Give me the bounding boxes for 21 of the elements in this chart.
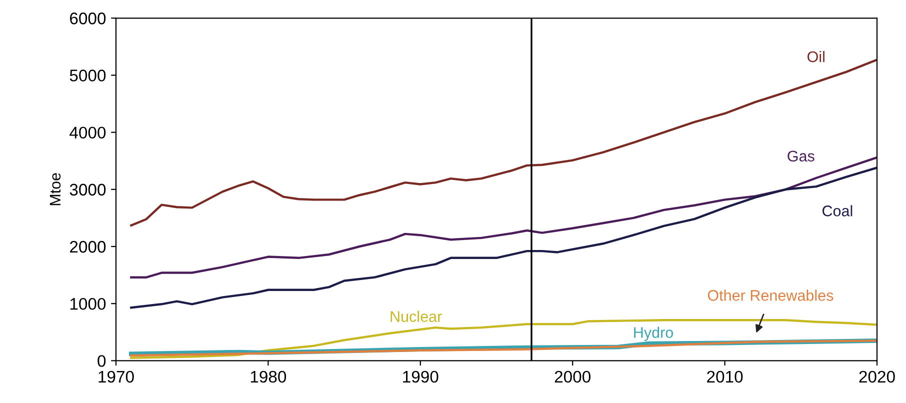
- text: Other Renewables: [708, 290, 834, 301]
- series-label: Oil: [808, 50, 824, 62]
- y-tick-label: 1000: [70, 298, 106, 310]
- y-tick-label: 6000: [70, 12, 106, 24]
- y-tick-label: 0: [98, 355, 106, 367]
- y-tick-label: 4000: [70, 126, 106, 139]
- x-tick-label: 1980: [250, 370, 286, 383]
- series-label: Nuclear: [390, 310, 442, 322]
- y-tick-label: 2000: [70, 240, 106, 253]
- y-axis-title: Mtoe: [50, 173, 61, 206]
- x-tick-label: 2010: [707, 370, 743, 383]
- series-label: Hydro: [634, 326, 673, 341]
- series-label: Gas: [788, 150, 814, 162]
- x-tick-label: 1970: [98, 370, 134, 383]
- x-tick-label: 2000: [554, 370, 590, 383]
- line-series: [130, 166, 878, 309]
- y-tick-label: 3000: [70, 184, 106, 196]
- x-tick-label: 1990: [403, 370, 438, 383]
- y-tick-label: 5000: [70, 70, 106, 82]
- x-tick-label: 2020: [859, 370, 895, 383]
- series-label: Coal: [822, 205, 852, 216]
